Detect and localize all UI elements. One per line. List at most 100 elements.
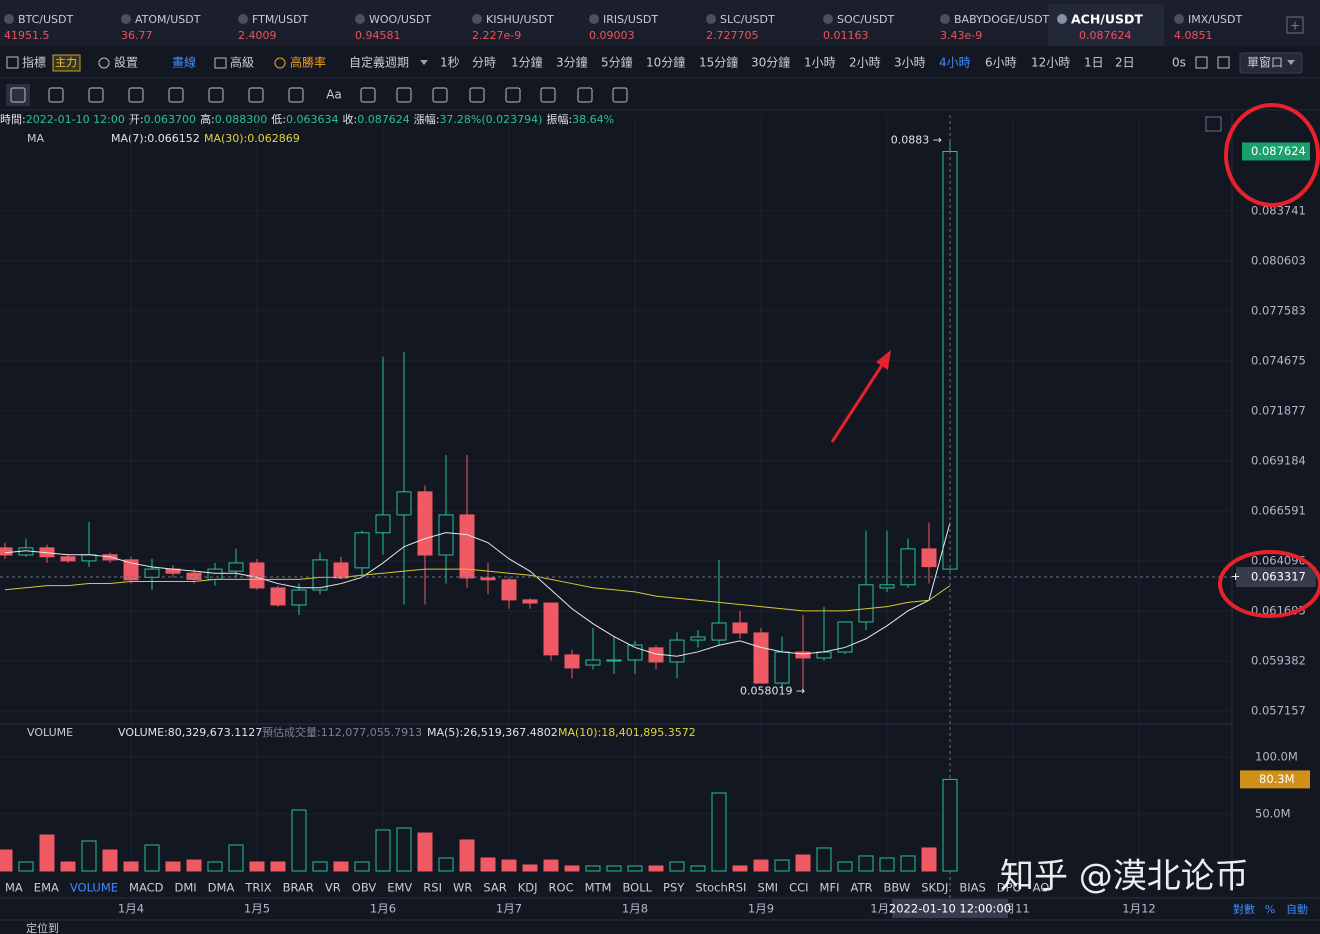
tool-icon[interactable]: [505, 87, 521, 103]
tool-icon[interactable]: [288, 87, 304, 103]
period-button[interactable]: 5分鐘: [601, 55, 633, 70]
period-button[interactable]: 15分鐘: [699, 55, 738, 70]
indicator-tab[interactable]: MACD: [129, 881, 164, 895]
scale-option[interactable]: 自動: [1286, 902, 1308, 916]
period-button[interactable]: 1日: [1084, 56, 1104, 70]
ticker-name[interactable]: FTM/USDT: [252, 13, 309, 26]
indicator-tab[interactable]: BBW: [883, 881, 910, 895]
indicator-tab[interactable]: DMI: [175, 881, 197, 895]
period-button[interactable]: 3分鐘: [556, 55, 588, 70]
indicator-tab[interactable]: CCI: [789, 881, 808, 895]
period-button[interactable]: 4小時: [939, 56, 971, 70]
tool-icon[interactable]: [360, 87, 376, 103]
fullscreen-icon[interactable]: [1205, 116, 1222, 132]
period-button[interactable]: 30分鐘: [751, 55, 790, 70]
indicator-tab[interactable]: MA: [5, 881, 23, 895]
indicator-tab[interactable]: WR: [453, 881, 472, 895]
indicator-tab[interactable]: EMV: [387, 881, 412, 895]
tool-icon[interactable]: [577, 87, 593, 103]
indicator-tab[interactable]: VOLUME: [70, 881, 118, 895]
ticker-name[interactable]: KISHU/USDT: [486, 13, 554, 26]
tool-icon[interactable]: [48, 87, 64, 103]
tool-icon[interactable]: [612, 87, 628, 103]
indicator-tab[interactable]: KDJ: [518, 881, 538, 895]
draw-button[interactable]: 畫線: [172, 55, 196, 70]
add-tab[interactable]: [1286, 16, 1304, 34]
indicator-tab[interactable]: BIAS: [959, 881, 985, 895]
indicator-tab[interactable]: ROC: [549, 881, 574, 895]
ticker-name[interactable]: IMX/USDT: [1188, 13, 1242, 26]
indicator-tab[interactable]: TRIX: [244, 881, 271, 895]
indicator-tab[interactable]: BOLL: [622, 881, 652, 895]
indicator-tab[interactable]: SKDJ: [921, 881, 948, 895]
period-button[interactable]: 2日: [1115, 56, 1135, 70]
y-tick-label: 0.074675: [1251, 353, 1306, 367]
ticker-name[interactable]: ATOM/USDT: [135, 13, 201, 26]
scale-option[interactable]: 對數: [1233, 902, 1255, 916]
indicator-tab[interactable]: BRAR: [283, 881, 314, 895]
indicator-tab[interactable]: MTM: [585, 881, 612, 895]
indicator-tab[interactable]: PSY: [663, 881, 685, 895]
tool-icon[interactable]: [540, 87, 556, 103]
period-button[interactable]: 6小時: [985, 56, 1017, 70]
tool-icon[interactable]: [88, 87, 104, 103]
period-button[interactable]: 12小時: [1031, 56, 1070, 70]
period-button[interactable]: 分時: [472, 56, 496, 70]
tool-icon[interactable]: [432, 87, 448, 103]
period-button[interactable]: 1小時: [804, 56, 836, 70]
custom-period[interactable]: 自定義週期: [349, 55, 409, 70]
tool-glyph: [248, 87, 264, 103]
indicator-tab[interactable]: AO: [1033, 881, 1050, 895]
window-select-bg[interactable]: [1239, 52, 1303, 74]
candle-body: [816, 651, 832, 659]
scale-option[interactable]: %: [1265, 903, 1275, 916]
tool-icon[interactable]: [248, 87, 264, 103]
settings-button[interactable]: 設置: [114, 55, 138, 70]
locate-button[interactable]: 定位到: [26, 921, 59, 934]
volume-tick-label: 100.0M: [1255, 749, 1298, 763]
ticker-name[interactable]: BABYDOGE/USDT: [954, 13, 1050, 26]
indicator-tab[interactable]: DPO: [997, 881, 1022, 895]
indicator-tab[interactable]: SAR: [483, 881, 506, 895]
volume-bar: [690, 865, 706, 872]
indicator-button[interactable]: 指標: [22, 55, 46, 70]
tool-icon[interactable]: [396, 87, 412, 103]
tool-icon[interactable]: Aa: [326, 88, 342, 102]
tool-icon[interactable]: [6, 84, 30, 106]
indicator-tab[interactable]: ATR: [850, 881, 872, 895]
indicator-tab[interactable]: DMA: [208, 881, 235, 895]
ticker-name[interactable]: BTC/USDT: [18, 13, 74, 26]
volume-bar: [438, 857, 454, 872]
indicator-tab[interactable]: EMA: [34, 881, 59, 895]
tool-icon[interactable]: [168, 87, 184, 103]
info-value: 0.088300: [215, 113, 268, 126]
volume-bar: [564, 865, 580, 872]
volume-bar: [144, 844, 160, 872]
period-button[interactable]: 3小時: [894, 56, 926, 70]
indicator-tab[interactable]: StochRSI: [695, 881, 746, 895]
indicator-tab[interactable]: SMI: [757, 881, 778, 895]
ticker-name[interactable]: WOO/USDT: [369, 13, 431, 26]
tool-icon[interactable]: [128, 87, 144, 103]
indicator-tab[interactable]: VR: [325, 881, 341, 895]
win-rate-button[interactable]: 高勝率: [290, 55, 326, 70]
candle-body: [438, 514, 454, 556]
ticker-icon: [940, 14, 950, 24]
period-button[interactable]: 1秒: [440, 56, 460, 70]
period-button[interactable]: 10分鐘: [646, 55, 685, 70]
ticker-name[interactable]: IRIS/USDT: [603, 13, 658, 26]
indicator-tab[interactable]: OBV: [352, 881, 377, 895]
advanced-button[interactable]: 高級: [230, 55, 254, 70]
period-button[interactable]: 1分鐘: [511, 55, 543, 70]
add-tab-icon: +: [1290, 19, 1300, 33]
period-button[interactable]: 2小時: [849, 56, 881, 70]
ticker-name[interactable]: SOC/USDT: [837, 13, 895, 26]
tool-icon[interactable]: [208, 87, 224, 103]
tool-icon[interactable]: [469, 87, 485, 103]
indicator-tab[interactable]: RSI: [423, 881, 442, 895]
candle-body: [501, 579, 517, 601]
ticker-name[interactable]: ACH/USDT: [1071, 12, 1143, 27]
indicator-tab[interactable]: MFI: [820, 881, 840, 895]
ticker-name[interactable]: SLC/USDT: [720, 13, 775, 26]
